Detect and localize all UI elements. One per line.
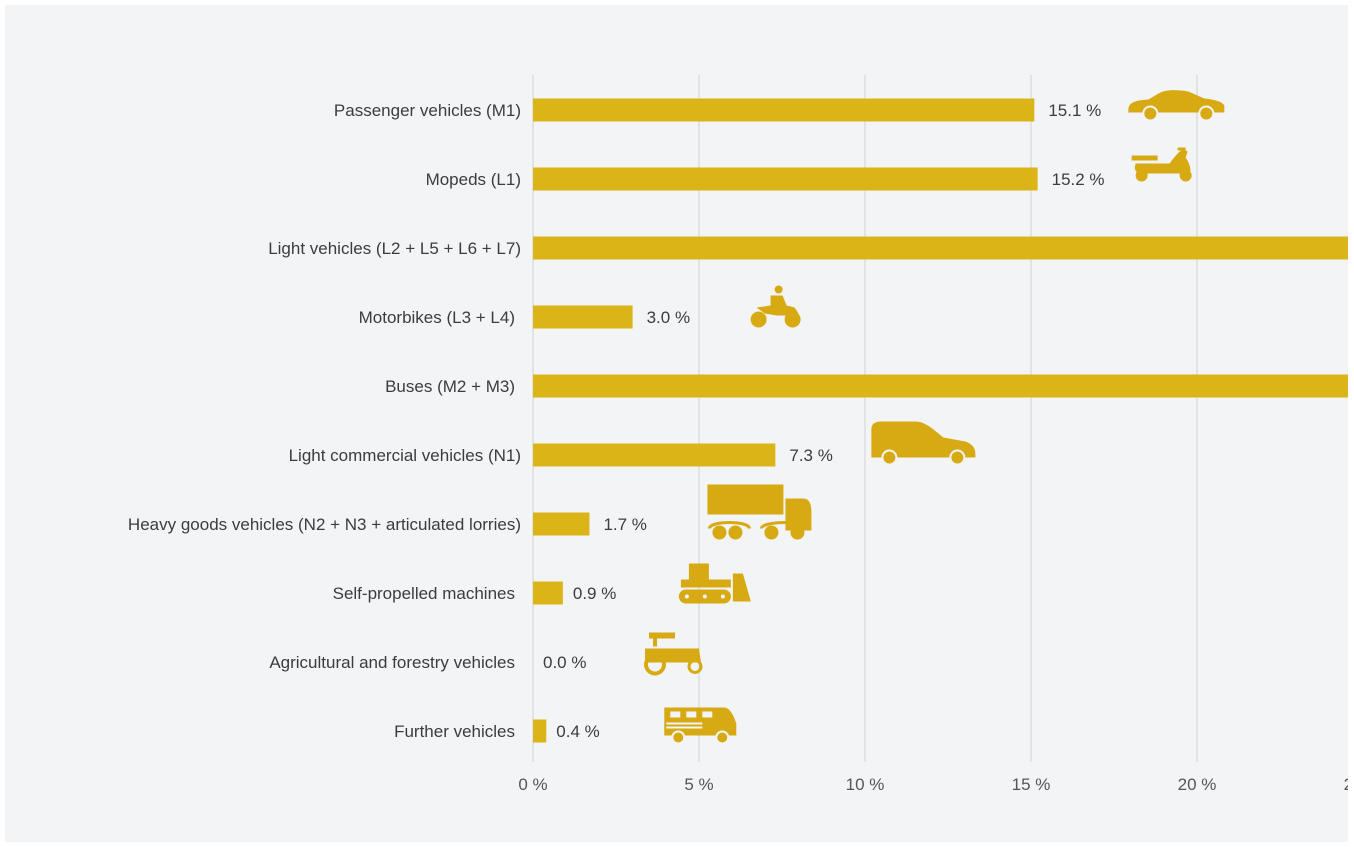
value-label: 3.0 % [647,308,690,327]
bar [533,512,590,536]
x-tick-label: 25 % [1344,775,1348,794]
bar [533,167,1038,191]
x-tick-label: 0 % [518,775,547,794]
x-tick-label: 5 % [684,775,713,794]
value-label: 0.9 % [573,584,616,603]
bulldozer-icon [678,563,751,604]
bar [533,305,633,329]
bar [533,98,1035,122]
van-icon [871,421,976,466]
bar [533,374,1348,398]
x-tick-label: 10 % [846,775,885,794]
value-label: 15.2 % [1052,170,1105,189]
x-tick-label: 15 % [1012,775,1051,794]
value-label: 1.7 % [603,515,646,534]
tractor-icon [644,632,703,676]
category-label: Light commercial vehicles (N1) [289,446,521,465]
x-tick-label: 20 % [1178,775,1217,794]
chart-panel: Passenger vehicles (M1) Mopeds (L1) Light … [5,5,1348,842]
bar [533,236,1348,260]
camper-icon [664,707,737,745]
bar-chart: Passenger vehicles (M1) Mopeds (L1) Light … [128,75,1348,794]
value-label: 7.3 % [789,446,832,465]
truck-icon [707,484,812,540]
value-label: 15.1 % [1048,101,1101,120]
bars [533,98,1348,743]
category-label: Self-propelled machines [333,584,515,603]
category-label: Mopeds (L1) [426,170,521,189]
vehicle-icons [644,90,1225,745]
category-label: Further vehicles [394,722,515,741]
bar [533,719,547,743]
bar [533,443,776,467]
category-label: Heavy goods vehicles (N2 + N3 + articula… [128,515,521,534]
category-label: Agricultural and forestry vehicles [269,653,515,672]
category-labels: Passenger vehicles (M1) Mopeds (L1) Light … [128,101,521,741]
category-label: Passenger vehicles (M1) [334,101,521,120]
bar [533,581,563,605]
sedan-icon [1128,90,1225,122]
value-labels: 15.1 %15.2 %37.6 %3.0 %26.2 %7.3 %1.7 %0… [543,101,1105,741]
moped-icon [1131,147,1192,182]
value-label: 0.0 % [543,653,586,672]
category-label: Light vehicles (L2 + L5 + L6 + L7) [268,239,521,258]
category-label: Buses (M2 + M3) [385,377,515,396]
motorbike-icon [750,285,801,328]
value-label: 0.4 % [556,722,599,741]
x-tick-labels: 0 %5 %10 %15 %20 %25 %30 %35 %40 %45 % [518,775,1348,794]
category-label: Motorbikes (L3 + L4) [359,308,515,327]
